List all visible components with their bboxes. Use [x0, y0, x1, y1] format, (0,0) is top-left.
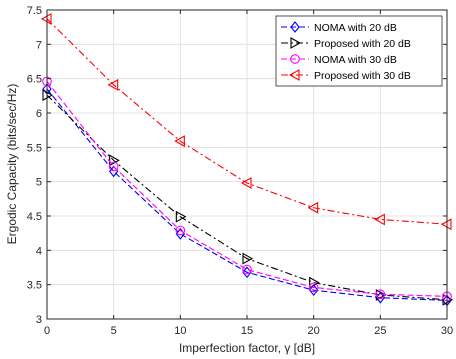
- y-tick-label: 6: [36, 108, 42, 120]
- data-point: [308, 282, 319, 293]
- x-axis-label: Imperfection factor, γ [dB]: [179, 341, 315, 355]
- legend-label: Proposed with 20 dB: [314, 38, 411, 50]
- y-tick-label: 6.5: [27, 74, 42, 86]
- y-tick-label: 3: [36, 314, 42, 326]
- x-tick-label: 25: [374, 325, 386, 337]
- x-tick-label: 10: [174, 325, 186, 337]
- series-line: [46, 81, 448, 297]
- legend-item: Proposed with 20 dB: [281, 37, 411, 50]
- legend-item: NOMA with 30 dB: [281, 54, 397, 66]
- data-point: [175, 225, 186, 236]
- y-tick-label: 5: [36, 177, 42, 189]
- series-line: [46, 18, 448, 225]
- x-tick-label: 5: [111, 325, 117, 337]
- data-point: [174, 135, 185, 148]
- legend-marker: [288, 69, 300, 81]
- x-tick-label: 30: [441, 325, 453, 337]
- data-point: [375, 289, 386, 300]
- data-point: [240, 177, 252, 189]
- legend-item: NOMA with 20 dB: [281, 21, 397, 34]
- ticks: 0 5 10 15 20 25 30 3 3.5 4 4.5 5 5.5 6 6.5 7 7.5: [27, 5, 453, 337]
- y-tick-label: 4: [36, 245, 42, 257]
- legend-marker: [290, 37, 302, 49]
- y-tick-label: 4.5: [27, 211, 42, 223]
- legend-box: [275, 15, 443, 87]
- data-point: [242, 252, 254, 265]
- y-tick-label: 7.5: [27, 5, 42, 17]
- legend: NOMA with 20 dB Proposed with 20 dB NOMA w…: [275, 15, 443, 87]
- data-point: [175, 210, 187, 223]
- data-point: [308, 284, 319, 297]
- x-tick-label: 0: [44, 325, 50, 337]
- data-point: [109, 154, 120, 167]
- data-point: [309, 276, 320, 289]
- data-point: [108, 161, 119, 172]
- legend-marker: [290, 21, 300, 33]
- legend-label: Proposed with 30 dB: [314, 70, 411, 82]
- legend-item: Proposed with 30 dB: [281, 69, 411, 82]
- data-point: [242, 264, 252, 275]
- data-point: [374, 213, 385, 226]
- y-axis-label: Ergodic Capacity (bits/sec/Hz): [5, 84, 19, 245]
- y-tick-label: 7: [36, 39, 42, 51]
- legend-label: NOMA with 30 dB: [314, 54, 397, 66]
- series-layer: [40, 12, 454, 307]
- legend-label: NOMA with 20 dB: [314, 22, 397, 34]
- data-point: [307, 201, 319, 214]
- y-tick-label: 5.5: [27, 142, 42, 154]
- x-tick-label: 20: [308, 325, 320, 337]
- legend-marker: [290, 54, 300, 64]
- y-tick-label: 3.5: [27, 280, 42, 292]
- x-tick-label: 15: [241, 325, 253, 337]
- series-line: [46, 94, 448, 301]
- data-point: [107, 78, 119, 91]
